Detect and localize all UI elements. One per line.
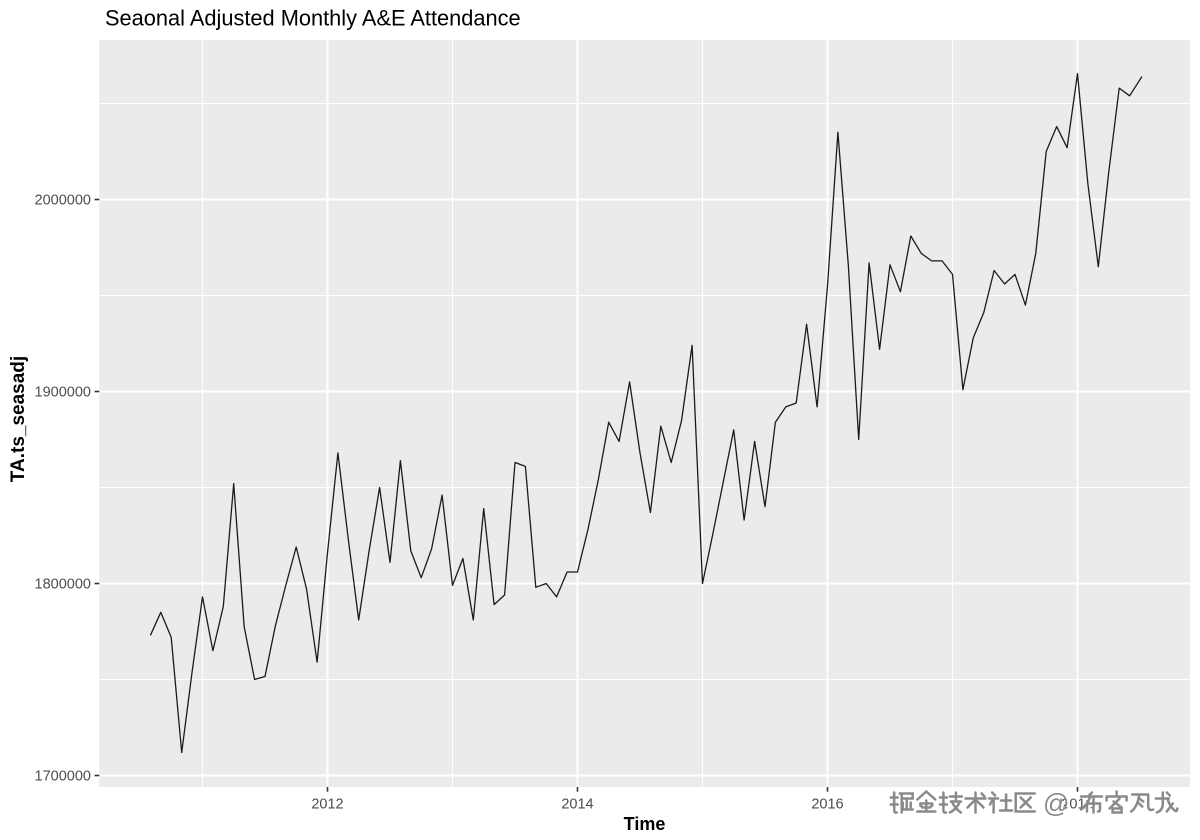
svg-text:Seaonal Adjusted Monthly A&E A: Seaonal Adjusted Monthly A&E Attendance (105, 6, 521, 31)
svg-text:1900000: 1900000 (35, 385, 91, 401)
svg-text:2016: 2016 (811, 797, 843, 813)
svg-text:TA.ts_seasadj: TA.ts_seasadj (8, 356, 29, 482)
svg-text:2000000: 2000000 (35, 193, 91, 209)
svg-text:@: @ (1043, 788, 1069, 818)
svg-text:1800000: 1800000 (35, 577, 91, 593)
svg-text:@: @ (1045, 790, 1071, 820)
svg-text:Time: Time (624, 814, 666, 834)
svg-text:1700000: 1700000 (35, 769, 91, 785)
svg-text:2012: 2012 (311, 797, 343, 813)
svg-text:2014: 2014 (561, 797, 593, 813)
